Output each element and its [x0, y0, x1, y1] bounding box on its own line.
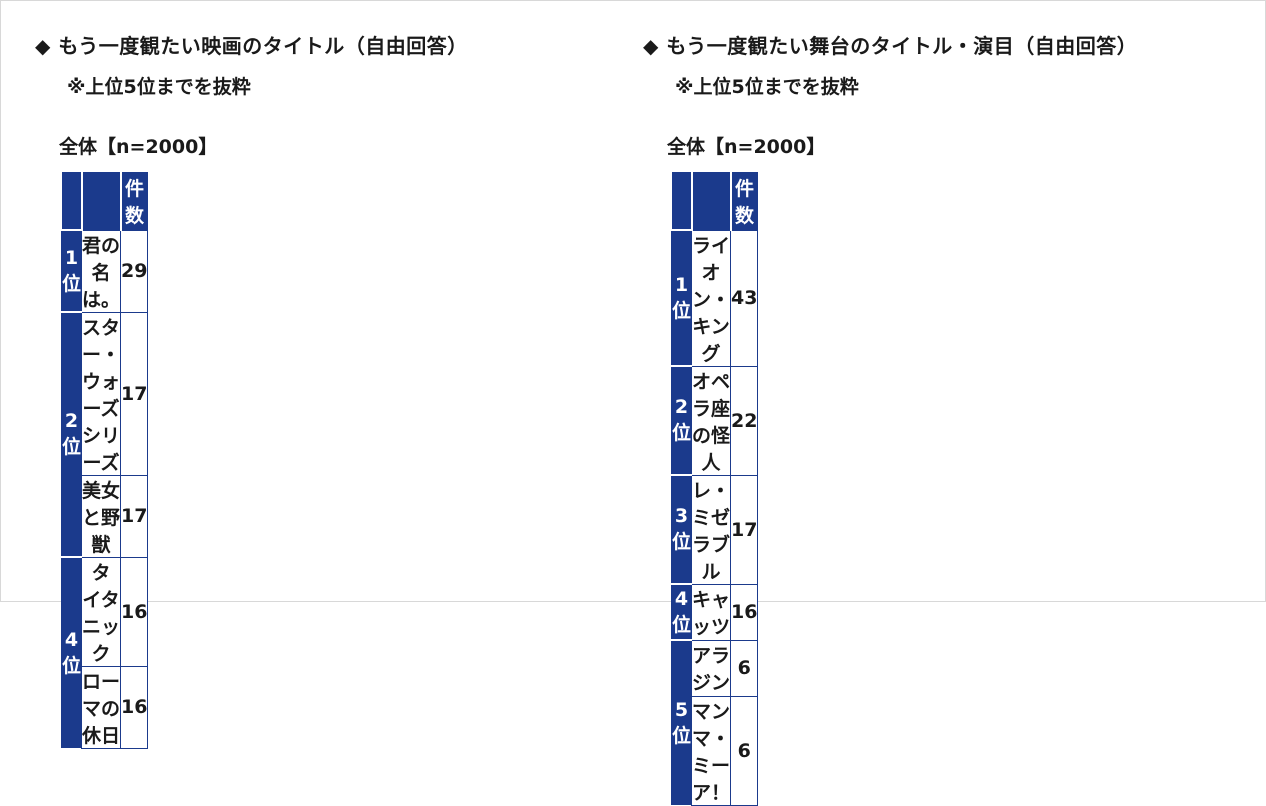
title-cell: オペラ座の怪人: [690, 365, 732, 476]
stage-ranking-table: 件数 1位 ライオン・キング 43 2位 オペラ座の怪人 22 3位 レ・ミゼラ…: [671, 172, 759, 806]
count-column-header: 件数: [120, 172, 149, 230]
count-cell: 16: [119, 665, 149, 749]
count-cell: 17: [119, 311, 149, 476]
rank-cell: 2位: [61, 311, 82, 557]
count-column-header: 件数: [730, 172, 759, 230]
table-row: 4位 キャッツ 16: [671, 583, 759, 641]
table-header-row: 件数: [61, 172, 149, 230]
title-cell: スター・ウォーズシリーズ: [81, 311, 121, 476]
title-cell: ローマの休日: [81, 665, 121, 749]
rank-cell: 5位: [671, 639, 692, 805]
title-column-header: [691, 172, 732, 230]
count-cell: 17: [119, 474, 149, 558]
table-row: 1位 ライオン・キング 43: [671, 229, 759, 367]
table-row: 1位 君の名は。 29: [61, 229, 149, 313]
movie-ranking-heading: ◆ もう一度観たい映画のタイトル（自由回答）: [35, 34, 468, 58]
title-column-header: [81, 172, 122, 230]
table-row: 4位 タイタニック 16: [61, 556, 149, 748]
stage-ranking-note: ※上位5位までを抜粋: [675, 76, 859, 98]
count-cell: 22: [730, 365, 759, 476]
count-cell: 43: [730, 229, 759, 367]
rank-cell: 2位: [671, 365, 692, 475]
title-cell: マンマ・ミーア！: [690, 695, 732, 806]
title-cell: タイタニック: [81, 556, 121, 667]
count-cell: 16: [730, 583, 759, 641]
rank-cell: 1位: [671, 229, 692, 366]
count-cell: 16: [119, 556, 149, 667]
table-row: 5位 アラジン 6: [671, 639, 759, 805]
table-header-row: 件数: [671, 172, 759, 230]
rank-cell: 1位: [61, 229, 82, 312]
count-cell: 6: [730, 695, 759, 806]
rank-cell: 4位: [671, 583, 692, 640]
title-cell: レ・ミゼラブル: [690, 474, 732, 585]
movie-ranking-sample-size: 全体【n=2000】: [59, 136, 218, 158]
rank-column-header: [671, 172, 693, 230]
title-cell: ライオン・キング: [690, 229, 732, 367]
count-cell: 17: [730, 474, 759, 585]
rank-cell: 4位: [61, 556, 82, 748]
movie-ranking-note: ※上位5位までを抜粋: [67, 76, 251, 98]
title-cell: アラジン: [690, 639, 732, 697]
rank-column-header: [61, 172, 83, 230]
stage-ranking-sample-size: 全体【n=2000】: [667, 136, 826, 158]
movie-ranking-table: 件数 1位 君の名は。 29 2位 スター・ウォーズシリーズ 17 美女と野獣 …: [61, 172, 149, 749]
title-cell: キャッツ: [690, 583, 732, 641]
rank-cell: 3位: [671, 474, 692, 584]
table-row: 3位 レ・ミゼラブル 17: [671, 474, 759, 585]
table-row: 2位 スター・ウォーズシリーズ 17: [61, 311, 149, 557]
count-cell: 29: [119, 229, 149, 313]
title-cell: 美女と野獣: [81, 474, 121, 558]
count-cell: 6: [730, 639, 759, 697]
table-row: 2位 オペラ座の怪人 22: [671, 365, 759, 476]
table-row: 美女と野獣 17: [62, 474, 149, 558]
title-cell: 君の名は。: [81, 229, 121, 313]
stage-ranking-heading: ◆ もう一度観たい舞台のタイトル・演目（自由回答）: [643, 34, 1138, 58]
